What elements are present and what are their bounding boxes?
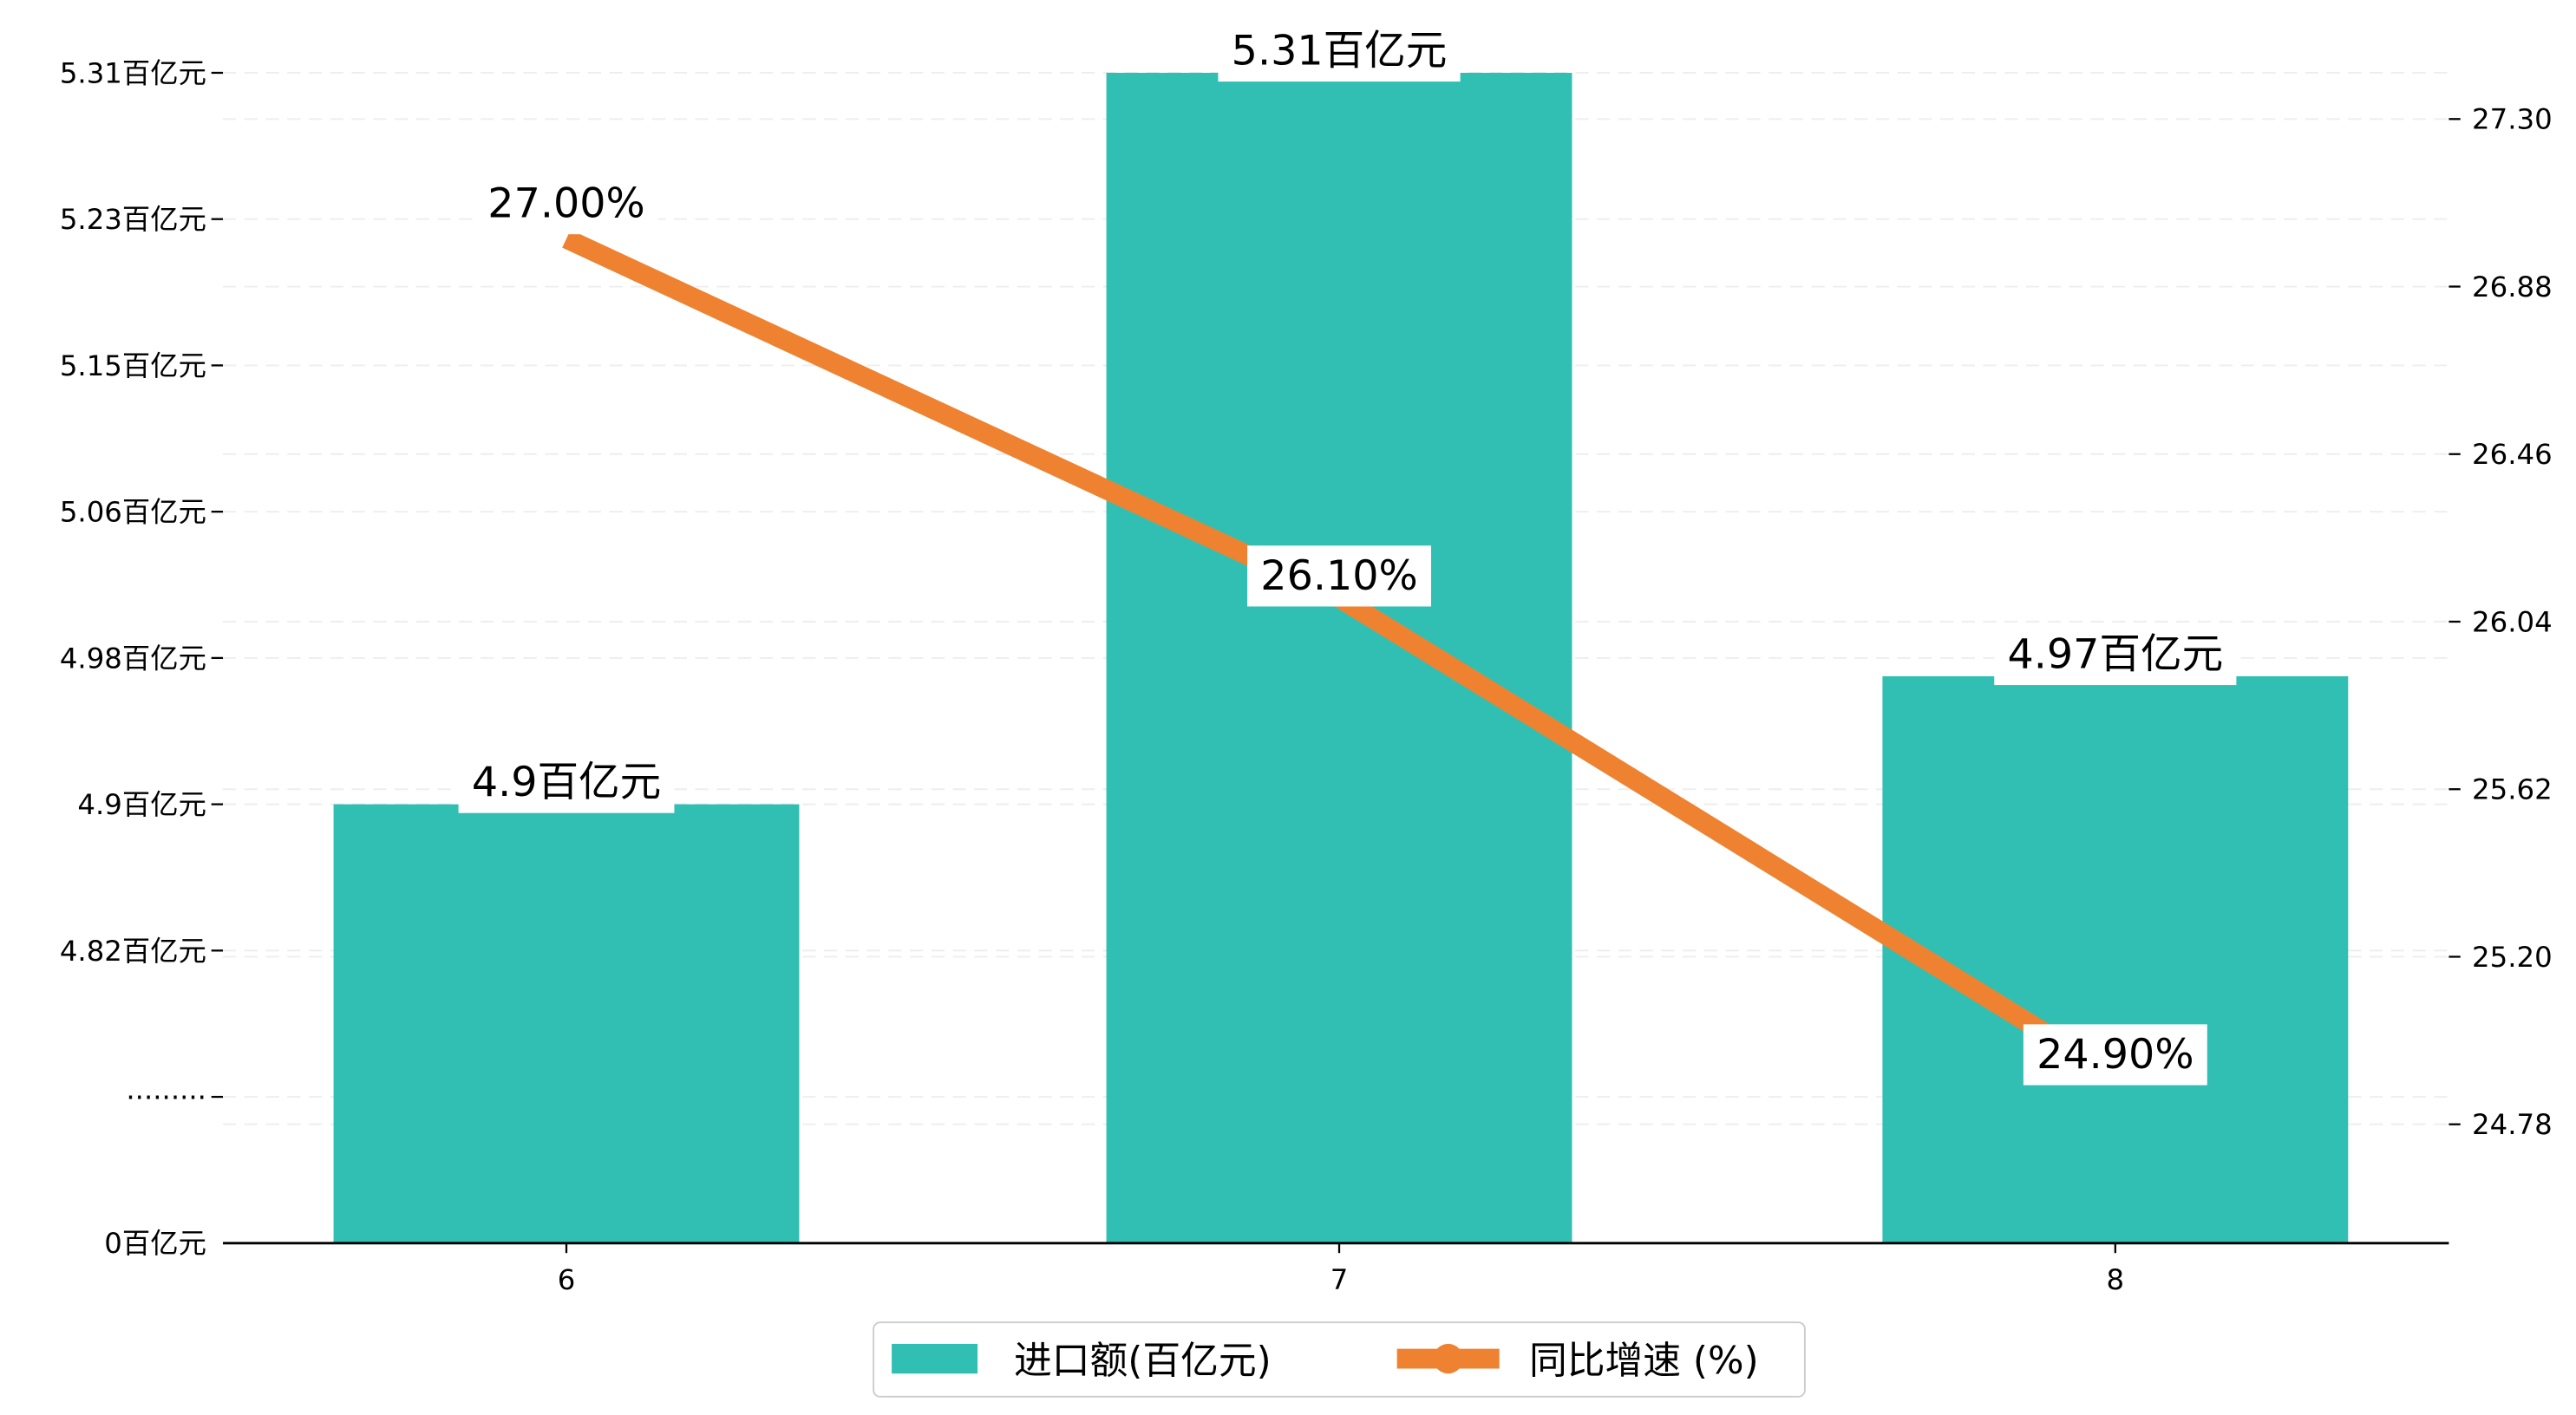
growth-value-label-box (1247, 545, 1431, 607)
left-tick-label: 5.31百亿元 (60, 56, 206, 89)
right-tick-label: 26.88 (2472, 271, 2553, 303)
left-tick-label: 5.15百亿元 (60, 349, 206, 382)
left-tick-label: 0百亿元 (104, 1227, 206, 1260)
x-tick-label: 7 (1330, 1263, 1349, 1296)
bar-value-label-box (1218, 20, 1461, 82)
legend-bar-swatch (892, 1343, 978, 1374)
left-tick-label: 4.82百亿元 (60, 935, 206, 968)
legend: 进口额(百亿元) 同比增速 (%) (873, 1321, 1806, 1398)
growth-value-label: 24.90% (2037, 1031, 2194, 1079)
data-labels: 4.9百亿元 5.31百亿元 4.97百亿元 27.00% 26.10% 24.90% (458, 20, 2237, 1086)
legend-line-marker (1433, 1343, 1463, 1374)
axes: 0百亿元 ········· 4.82百亿元 4.9百亿元 4.98百亿元 5.06百亿元… (60, 56, 2553, 1296)
growth-value-label: 26.10% (1260, 552, 1417, 600)
bar-6 (333, 804, 800, 1243)
bar-value-label-box (458, 752, 675, 813)
x-tick-label: 6 (558, 1263, 576, 1296)
bars (333, 72, 2349, 1243)
right-tick-label: 27.30 (2472, 103, 2553, 136)
right-tick-label: 26.46 (2472, 438, 2553, 471)
bar-8 (1882, 675, 2349, 1243)
left-tick-label: 5.06百亿元 (60, 496, 206, 529)
legend-line-label: 同比增速 (%) (1529, 1339, 1759, 1383)
growth-value-label: 27.00% (487, 180, 644, 228)
right-tick-label: 26.04 (2472, 605, 2553, 638)
bar-7 (1106, 72, 1572, 1243)
legend-bar-label: 进口额(百亿元) (1014, 1339, 1272, 1383)
bar-value-label: 4.97百亿元 (2007, 630, 2223, 678)
left-tick-label: ········· (126, 1080, 206, 1113)
right-tick-label: 25.20 (2472, 941, 2553, 974)
right-tick-label: 24.78 (2472, 1108, 2553, 1141)
bar-value-label: 5.31百亿元 (1232, 27, 1448, 75)
bar-value-label: 4.9百亿元 (472, 759, 661, 806)
bar-value-label-box (1994, 623, 2237, 686)
left-tick-label: 5.23百亿元 (60, 203, 206, 236)
right-tick-label: 25.62 (2472, 773, 2553, 806)
x-tick-label: 8 (2107, 1263, 2125, 1296)
growth-value-label-box (2023, 1024, 2207, 1086)
growth-value-label-box (474, 173, 658, 235)
legend-box (873, 1321, 1806, 1398)
left-tick-label: 4.9百亿元 (77, 788, 206, 821)
left-tick-label: 4.98百亿元 (60, 642, 206, 675)
